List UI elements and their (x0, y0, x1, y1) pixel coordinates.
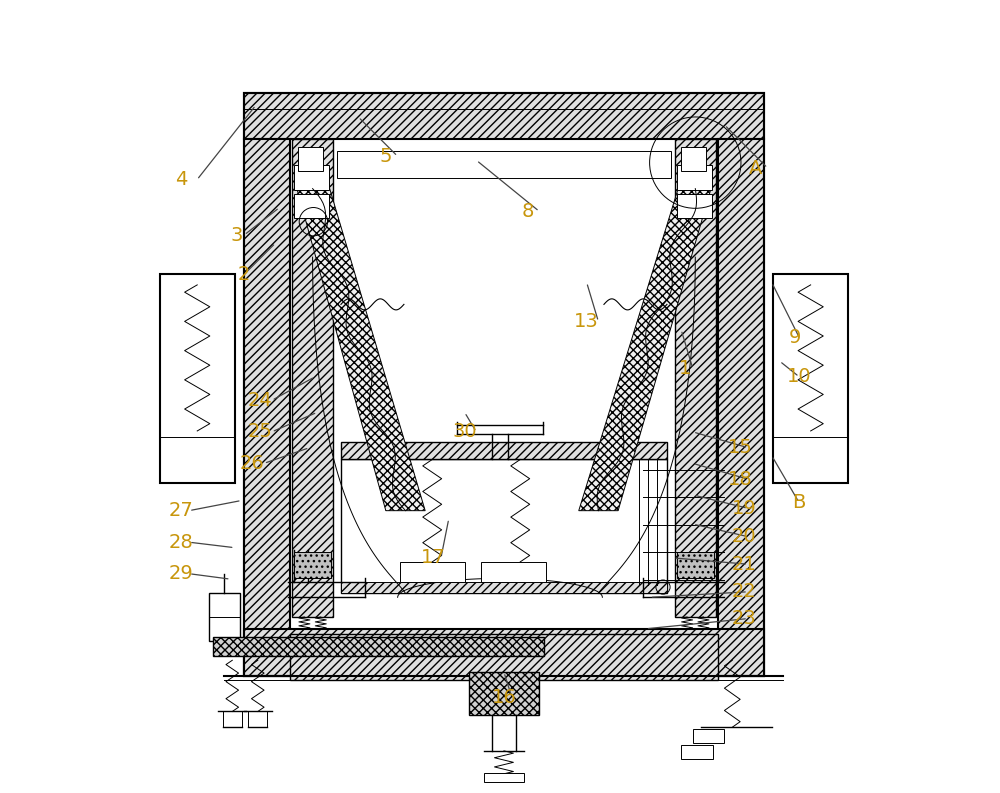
Text: 4: 4 (175, 170, 187, 190)
Bar (677, 553, 714, 577)
Text: 24: 24 (247, 391, 272, 410)
Text: 8: 8 (521, 202, 534, 221)
Text: 2: 2 (238, 265, 250, 284)
Bar (244, 94, 764, 676)
Text: 25: 25 (247, 423, 272, 442)
Text: 30: 30 (452, 423, 477, 442)
Text: 20: 20 (732, 527, 756, 546)
Text: 22: 22 (732, 582, 756, 601)
Bar (244, 139, 290, 676)
Bar (481, 562, 546, 581)
Bar (244, 629, 764, 676)
Bar (292, 139, 333, 617)
Bar (469, 672, 539, 715)
Bar (298, 147, 323, 170)
Text: 26: 26 (240, 454, 264, 473)
Text: 29: 29 (169, 564, 193, 583)
Bar (675, 139, 716, 617)
Text: 28: 28 (169, 533, 193, 552)
Text: 10: 10 (787, 367, 812, 386)
Text: 18: 18 (728, 469, 753, 488)
Text: 17: 17 (421, 549, 445, 568)
Bar (244, 94, 764, 139)
Text: 5: 5 (380, 147, 392, 166)
Bar (681, 745, 713, 759)
Polygon shape (579, 186, 712, 511)
Bar (718, 139, 764, 676)
Bar (400, 562, 465, 581)
Bar (290, 634, 718, 680)
Bar (294, 553, 331, 577)
Text: 9: 9 (789, 328, 801, 347)
Bar (484, 773, 524, 783)
Text: 19: 19 (732, 499, 756, 518)
Bar (341, 442, 667, 459)
Bar (341, 459, 667, 593)
Text: 23: 23 (732, 609, 756, 628)
Bar (294, 194, 329, 218)
Bar (341, 581, 667, 593)
Text: 13: 13 (574, 312, 599, 331)
Bar (294, 165, 329, 190)
Text: B: B (793, 493, 806, 512)
Text: A: A (749, 159, 763, 178)
Bar (681, 147, 706, 170)
Text: 27: 27 (169, 501, 193, 520)
Text: 21: 21 (732, 555, 756, 573)
Polygon shape (296, 186, 425, 511)
Text: 1: 1 (679, 359, 691, 378)
Bar (773, 274, 848, 483)
Text: 3: 3 (230, 225, 242, 244)
Bar (213, 637, 544, 657)
Bar (209, 593, 240, 641)
Bar (160, 274, 235, 483)
Bar (693, 729, 724, 743)
Bar (677, 165, 712, 190)
Bar (337, 151, 671, 178)
Text: 15: 15 (728, 439, 753, 458)
Text: 16: 16 (492, 688, 516, 707)
Bar (677, 194, 712, 218)
